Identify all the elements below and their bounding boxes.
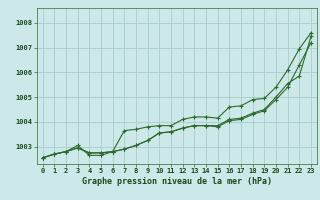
X-axis label: Graphe pression niveau de la mer (hPa): Graphe pression niveau de la mer (hPa): [82, 177, 272, 186]
